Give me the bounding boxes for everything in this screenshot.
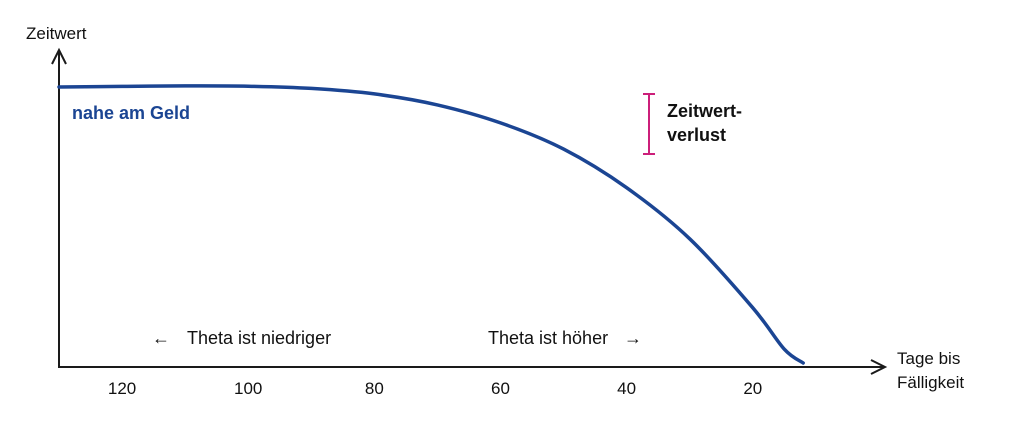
series-line-nahe-am-geld	[57, 84, 805, 365]
series-label: nahe am Geld	[72, 103, 190, 123]
time-value-loss-marker	[643, 93, 655, 155]
x-tick-label: 60	[491, 379, 510, 398]
theta-lower-note: Theta ist niedriger	[187, 328, 331, 348]
theta-higher-note: Theta ist höher	[488, 328, 608, 348]
right-arrow: →	[624, 328, 642, 348]
x-axis-arrowhead	[870, 359, 888, 375]
x-tick-label: 120	[108, 379, 136, 398]
x-axis-title-line-1: Tage bis	[897, 349, 960, 368]
x-axis-title-line-2: Fälligkeit	[897, 373, 964, 392]
x-tick-label: 20	[743, 379, 762, 398]
x-tick-label: 80	[365, 379, 384, 398]
loss-label-line-2: verlust	[667, 125, 726, 145]
loss-label-line-1: Zeitwert-	[667, 101, 742, 121]
axes	[51, 47, 888, 375]
x-tick-label: 100	[234, 379, 262, 398]
y-axis-title: Zeitwert	[26, 24, 87, 43]
x-tick-label: 40	[617, 379, 636, 398]
x-tick-labels: 120 100 80 60 40 20	[108, 379, 762, 398]
left-arrow: ←	[152, 328, 170, 348]
y-axis-arrowhead	[51, 47, 67, 65]
